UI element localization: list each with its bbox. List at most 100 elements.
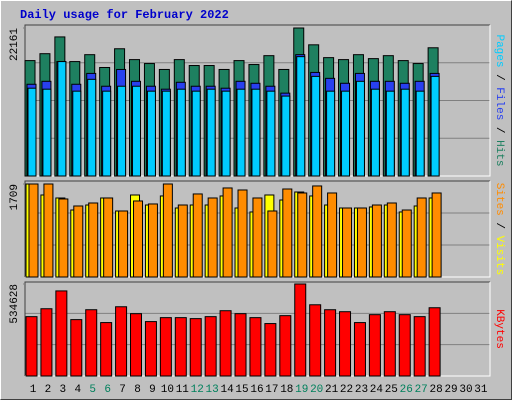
bar — [370, 88, 380, 177]
bar — [221, 90, 231, 177]
bar — [371, 204, 382, 278]
bar — [43, 183, 54, 278]
legend-entry: Visits — [493, 236, 505, 276]
bar — [102, 90, 112, 177]
bar — [27, 87, 37, 177]
bar — [162, 183, 173, 278]
bar — [85, 309, 98, 377]
y-tick-label: 22161 — [9, 28, 21, 61]
bar — [55, 290, 68, 377]
legend: KBytes — [493, 309, 505, 349]
x-tick-label: 15 — [235, 384, 248, 396]
bar — [430, 75, 440, 177]
bar — [416, 197, 427, 278]
bar — [279, 315, 292, 377]
bar — [73, 205, 84, 278]
bar — [294, 283, 307, 377]
bar — [207, 197, 218, 278]
legend-entry: Pages — [493, 34, 505, 67]
x-tick-label: 11 — [176, 384, 190, 396]
bar — [281, 95, 291, 177]
bar — [296, 56, 306, 177]
bar — [237, 189, 248, 278]
bar — [159, 317, 172, 377]
x-tick-label: 19 — [295, 384, 308, 396]
bar — [103, 197, 114, 278]
bar — [341, 90, 351, 177]
bar — [189, 318, 202, 377]
legend-entry: Sites — [493, 183, 505, 216]
bar — [342, 207, 353, 278]
x-tick-label: 5 — [89, 384, 96, 396]
x-tick-label: 17 — [265, 384, 278, 396]
bar — [252, 197, 263, 278]
bar — [117, 85, 127, 177]
legend-separator: / — [493, 216, 505, 236]
x-tick-label: 25 — [385, 384, 398, 396]
bar — [133, 200, 144, 278]
x-tick-label: 9 — [149, 384, 156, 396]
bar — [40, 308, 53, 377]
bar — [398, 314, 411, 377]
x-tick-label: 6 — [104, 384, 111, 396]
bar — [309, 304, 322, 377]
legend-entry: Files — [493, 87, 505, 120]
legend-entry: Hits — [493, 140, 505, 166]
bar — [326, 90, 336, 177]
legend-entry: KBytes — [493, 309, 505, 349]
bar — [88, 202, 99, 278]
bar — [87, 78, 97, 177]
bar — [130, 313, 143, 377]
bar — [386, 202, 397, 278]
bar — [264, 323, 277, 377]
x-tick-label: 24 — [370, 384, 384, 396]
bar — [144, 321, 157, 377]
bar — [266, 90, 276, 177]
bar — [161, 90, 171, 177]
bar — [249, 317, 262, 377]
bar — [118, 210, 129, 278]
bar — [204, 316, 217, 377]
bar — [324, 309, 337, 377]
bar — [206, 88, 216, 177]
x-tick-label: 21 — [325, 384, 339, 396]
bar — [368, 314, 381, 377]
x-tick-label: 27 — [415, 384, 428, 396]
bar — [57, 61, 67, 177]
bar — [400, 88, 410, 177]
x-tick-label: 31 — [474, 384, 488, 396]
bar — [192, 193, 203, 278]
bar — [177, 204, 188, 278]
bar — [401, 209, 412, 278]
bar — [115, 306, 128, 377]
x-tick-label: 3 — [60, 384, 67, 396]
bar — [191, 90, 201, 177]
bar — [383, 311, 396, 377]
bar — [251, 88, 261, 177]
legend-separator: / — [493, 67, 505, 87]
panel-bevel-dark — [24, 281, 490, 376]
y-tick-label: 1709 — [9, 184, 21, 210]
x-tick-label: 30 — [459, 384, 472, 396]
bar — [234, 313, 247, 377]
x-tick-label: 8 — [134, 384, 141, 396]
x-tick-label: 28 — [430, 384, 443, 396]
x-tick-label: 12 — [191, 384, 204, 396]
bar — [132, 85, 142, 177]
bar — [413, 316, 426, 377]
x-tick-label: 13 — [206, 384, 219, 396]
bar — [222, 187, 233, 278]
bar — [356, 207, 367, 278]
legend: Sites / Visits — [493, 183, 505, 275]
x-tick-label: 18 — [280, 384, 293, 396]
bar — [72, 90, 82, 177]
bar — [385, 90, 395, 177]
panel-bevel-dark — [24, 180, 490, 277]
bar — [311, 75, 321, 177]
bar — [25, 316, 38, 377]
x-tick-label: 14 — [220, 384, 234, 396]
bar — [236, 88, 246, 177]
bar — [353, 322, 366, 377]
bar — [176, 88, 186, 177]
